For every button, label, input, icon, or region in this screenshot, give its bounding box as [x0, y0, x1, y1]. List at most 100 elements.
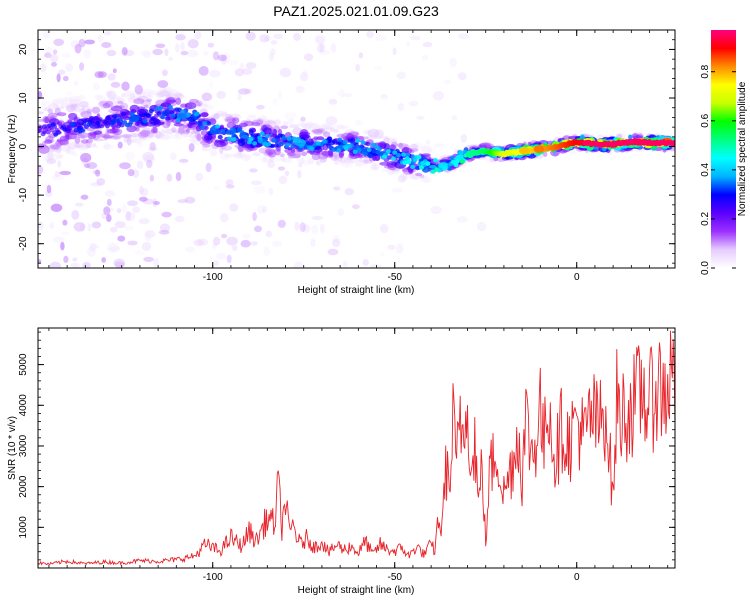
spectral-blob [339, 125, 348, 130]
spectral-blob [303, 53, 314, 61]
spectral-blob [299, 134, 310, 139]
spectral-blob [107, 128, 117, 134]
spectral-blob [333, 150, 338, 159]
spectral-blob [408, 100, 419, 107]
spectral-blob [82, 142, 87, 148]
spectral-blob [438, 162, 448, 168]
spectral-blob [280, 156, 286, 162]
spectral-blob [60, 241, 65, 251]
spectral-blob [137, 142, 143, 148]
colorbar: 0.0 0.2 0.4 0.6 0.8 Normalized spectral ampl… [700, 30, 748, 275]
y-tick-label: 4000 [18, 394, 29, 417]
spectral-blob [476, 221, 487, 232]
spectral-blob [237, 93, 242, 101]
spectral-blob [365, 141, 371, 147]
spectral-blob [122, 115, 130, 121]
spectral-blob [80, 194, 89, 200]
spectral-blob [143, 256, 154, 262]
spectral-blob [319, 43, 324, 53]
spectral-blob [138, 135, 147, 142]
spectral-blob [354, 161, 365, 168]
spectral-blob [145, 137, 150, 141]
spectral-blob [127, 122, 133, 127]
spectral-blob [64, 63, 74, 72]
spectral-blob [63, 255, 69, 263]
spectral-blob [213, 236, 221, 246]
spectral-blob [41, 124, 47, 129]
spectral-blob [218, 112, 228, 116]
spectral-blob [226, 236, 238, 246]
spectral-blob [261, 157, 268, 164]
spectral-blob [215, 124, 221, 129]
spectral-blob [202, 121, 208, 126]
spectral-blob [336, 125, 344, 130]
spectral-blob [361, 159, 368, 165]
spectral-blob [216, 90, 226, 99]
spectral-blob [125, 212, 136, 222]
spectral-blob [80, 222, 85, 232]
spectral-blob [197, 238, 209, 246]
spectral-blob [133, 98, 145, 105]
spectral-blob [180, 41, 185, 51]
x-tick-label: -50 [387, 572, 402, 583]
spectral-blob [162, 69, 168, 77]
spectral-blob [254, 225, 262, 232]
spectral-blob [368, 153, 373, 158]
spectral-blob [232, 117, 240, 124]
spectral-blob [374, 162, 379, 171]
spectral-blob [166, 173, 173, 182]
spectral-blob [298, 162, 303, 168]
spectral-blob [114, 221, 126, 229]
spectral-blob [41, 100, 50, 105]
spectral-blob [117, 100, 124, 105]
spectral-blob [156, 111, 162, 116]
spectral-blob [449, 155, 455, 161]
spectral-blob [102, 102, 111, 109]
spectral-blob [73, 222, 86, 232]
spectral-blob [278, 142, 284, 147]
spectral-blob [212, 243, 218, 250]
spectral-blob [51, 62, 57, 67]
y-tick-label: 3000 [18, 434, 29, 457]
spectral-blob [355, 63, 360, 72]
spectral-blob [311, 129, 324, 134]
spectral-blob [147, 133, 156, 139]
spectral-blob [153, 258, 160, 268]
y-tick-label: -20 [18, 236, 29, 251]
spectral-blob [178, 125, 185, 134]
spectral-blob [582, 140, 591, 146]
spectral-blob [144, 229, 156, 239]
spectral-blob [336, 148, 342, 153]
spectral-blob [129, 133, 140, 138]
spectral-blob [193, 112, 199, 117]
spectral-blob [311, 215, 323, 221]
spectral-blob [65, 103, 78, 110]
spectral-blob [262, 155, 268, 163]
spectral-blob [134, 250, 144, 256]
spectral-blob [226, 254, 232, 264]
spectral-blob [533, 145, 545, 154]
spectral-blob [75, 144, 81, 148]
spectral-blob [432, 91, 444, 101]
spectral-blob [159, 86, 167, 96]
spectral-blob [278, 175, 288, 185]
spectral-blob [226, 136, 232, 141]
spectral-blob [161, 211, 172, 218]
spectral-blob [140, 188, 149, 197]
spectral-blob [401, 152, 407, 157]
spectral-blob [159, 223, 171, 233]
spectral-blob [382, 154, 387, 159]
spectral-blob [146, 159, 153, 169]
spectral-blob [293, 32, 301, 41]
spectral-blob [93, 130, 102, 135]
spectral-blob [77, 143, 83, 149]
spectral-blob [293, 150, 302, 159]
spectral-blob [263, 246, 271, 257]
spectral-blob [151, 92, 161, 96]
spectral-blob [170, 113, 176, 118]
spectral-blob [141, 88, 154, 94]
spectral-blob [277, 166, 286, 171]
spectral-blob [96, 134, 102, 139]
spectral-blob [53, 132, 59, 137]
spectral-blob [264, 35, 271, 42]
